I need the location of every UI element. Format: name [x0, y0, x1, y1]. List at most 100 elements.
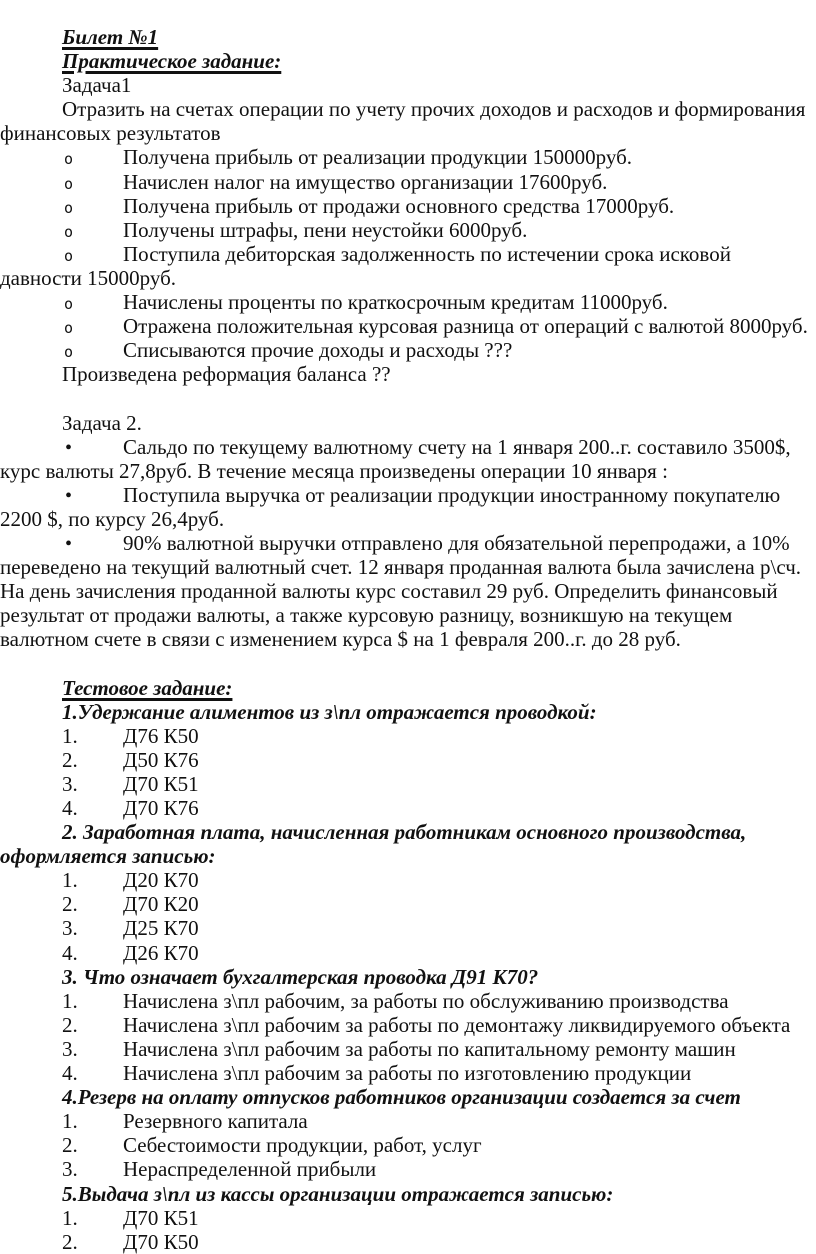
line-text: Произведена реформация баланса ??: [62, 362, 391, 387]
line-text: Д20 К70: [123, 868, 199, 893]
list-number: 1.: [62, 723, 78, 748]
list-number: 3.: [62, 771, 78, 796]
line-text: Начислен налог на имущество организации …: [123, 169, 608, 194]
line-text: Д70 К50: [123, 1229, 199, 1254]
line-text: Получена прибыль от продажи основного ср…: [123, 193, 675, 218]
bullet-icon: •: [65, 484, 73, 507]
test-heading: Тестовое задание:: [0, 676, 810, 700]
line-text: валютном счете в связи с изменением курс…: [0, 627, 681, 652]
line-text: Списываются прочие доходы и расходы ???: [123, 338, 513, 363]
list-number: 1.: [62, 988, 78, 1013]
line-text: Д50 К76: [123, 747, 199, 772]
q3-answer-1: 1. Начислена з\пл рабочим, за работы по о…: [0, 989, 810, 1013]
section-test-section: Тестовое задание: 1.Удержание алиментов и…: [0, 676, 810, 1254]
list-number: 3.: [62, 916, 78, 941]
line-text: Сальдо по текущему валютному счету на 1 …: [123, 434, 791, 459]
list-number: 4.: [62, 796, 78, 820]
line-text: оформляется записью:: [0, 844, 216, 869]
blank-line: [0, 386, 810, 410]
q2-answer-1: 1. Д20 К70: [0, 868, 810, 892]
list-number: 1.: [62, 868, 78, 893]
line-text: Получена прибыль от реализации продукции…: [123, 145, 633, 170]
line-text: Отразить на счетах операции по учету про…: [62, 97, 806, 122]
line-text: 2. Заработная плата, начисленная работни…: [62, 820, 747, 845]
line-text: Получены штрафы, пени неустойки 6000руб.: [123, 217, 528, 242]
line-text: финансовых результатов: [0, 121, 221, 146]
task1-item-3: o Получена прибыль от продажи основного с…: [0, 194, 810, 218]
q3-answer-3: 3. Начислена з\пл рабочим за работы по ка…: [0, 1037, 810, 1061]
line-text: Билет №1: [62, 25, 159, 49]
line-text: переведено на текущий валютный счет. 12 …: [0, 555, 802, 580]
bullet-icon: o: [64, 343, 74, 362]
q2-answer-2: 2. Д70 К20: [0, 892, 810, 916]
q1-answer-1: 1. Д76 К50: [0, 724, 810, 748]
bullet-icon: o: [64, 174, 74, 193]
bullet-icon: o: [64, 246, 74, 265]
task1-item-1: o Получена прибыль от реализации продукци…: [0, 145, 810, 169]
task1-item-4: o Получены штрафы, пени неустойки 6000руб…: [0, 218, 810, 242]
test-q5: 5.Выдача з\пл из кассы организации отраж…: [0, 1182, 810, 1206]
task1-item-5: o Поступила дебиторская задолженность по …: [0, 242, 810, 266]
task2-item-3-cont-3: результат от продажи валюты, а также кур…: [0, 603, 810, 627]
line-text: Д70 К20: [123, 892, 199, 917]
task2-item-3: • 90% валютной выручки отправлено для обя…: [0, 531, 810, 555]
q4-answer-3: 3. Нераспределенной прибыли: [0, 1157, 810, 1181]
task2-label: Задача 2.: [0, 411, 810, 435]
line-text: Практическое задание:: [62, 49, 282, 74]
bullet-icon: •: [65, 436, 73, 459]
q2-answer-3: 3. Д25 К70: [0, 916, 810, 940]
task1-intro: Отразить на счетах операции по учету про…: [0, 97, 810, 121]
line-text: Д70 К76: [123, 796, 199, 820]
section-task2: Задача 2. • Сальдо по текущему валютному с…: [0, 411, 810, 676]
line-text: Начислены проценты по краткосрочным кред…: [123, 290, 668, 315]
list-number: 3.: [62, 1157, 78, 1182]
line-text: 4.Резерв на оплату отпусков работников о…: [62, 1085, 741, 1110]
line-text: 5.Выдача з\пл из кассы организации отраж…: [62, 1181, 614, 1206]
task1-item-7: o Отражена положительная курсовая разница…: [0, 314, 810, 338]
q1-answer-4: 4. Д70 К76: [0, 796, 810, 820]
task1-item-6: o Начислены проценты по краткосрочным кре…: [0, 290, 810, 314]
task1-item-5-cont: давности 15000руб.: [0, 266, 810, 290]
task2-item-2-cont: 2200 $, по курсу 26,4руб.: [0, 507, 810, 531]
q4-answer-1: 1. Резервного капитала: [0, 1109, 810, 1133]
line-text: Себестоимости продукции, работ, услуг: [123, 1133, 482, 1158]
list-number: 2.: [62, 1229, 78, 1254]
task1-closing: Произведена реформация баланса ??: [0, 362, 810, 386]
line-text: Д70 К51: [123, 1205, 199, 1230]
list-number: 4.: [62, 1061, 78, 1086]
q3-answer-4: 4. Начислена з\пл рабочим за работы по из…: [0, 1061, 810, 1085]
blank-line: [0, 651, 810, 675]
line-text: Задача 2.: [62, 410, 142, 435]
test-q2: 2. Заработная плата, начисленная работни…: [0, 820, 810, 844]
test-q3: 3. Что означает бухгалтерская проводка Д…: [0, 965, 810, 989]
bullet-icon: •: [65, 532, 73, 555]
task1-item-2: o Начислен налог на имущество организации…: [0, 170, 810, 194]
q4-answer-2: 2. Себестоимости продукции, работ, услуг: [0, 1133, 810, 1157]
test-q1: 1.Удержание алиментов из з\пл отражается…: [0, 700, 810, 724]
line-text: Начислена з\пл рабочим за работы по капи…: [123, 1036, 736, 1061]
list-number: 2.: [62, 1133, 78, 1158]
bullet-icon: o: [64, 198, 74, 217]
line-text: Начислена з\пл рабочим за работы по демо…: [123, 1012, 791, 1037]
q1-answer-2: 2. Д50 К76: [0, 748, 810, 772]
ticket-title: Билет №1: [0, 25, 810, 49]
list-number: 3.: [62, 1036, 78, 1061]
task2-item-3-cont-1: переведено на текущий валютный счет. 12 …: [0, 555, 810, 579]
bullet-icon: o: [64, 295, 74, 314]
line-text: Задача1: [62, 73, 132, 98]
q3-answer-2: 2. Начислена з\пл рабочим за работы по де…: [0, 1013, 810, 1037]
line-text: Д25 К70: [123, 916, 199, 941]
line-text: Д26 К70: [123, 940, 199, 965]
line-text: Начислена з\пл рабочим, за работы по обс…: [123, 988, 729, 1013]
line-text: Начислена з\пл рабочим за работы по изго…: [123, 1061, 692, 1086]
list-number: 1.: [62, 1205, 78, 1230]
bullet-icon: o: [64, 319, 74, 338]
task1-intro-cont: финансовых результатов: [0, 121, 810, 145]
task2-item-3-cont-2: На день зачисления проданной валюты курс…: [0, 579, 810, 603]
line-text: Тестовое задание:: [62, 675, 233, 700]
line-text: Нераспределенной прибыли: [123, 1157, 377, 1182]
line-text: Резервного капитала: [123, 1109, 308, 1134]
section-task1: Задача1 Отразить на счетах операции по уч…: [0, 73, 810, 410]
line-text: результат от продажи валюты, а также кур…: [0, 603, 733, 628]
